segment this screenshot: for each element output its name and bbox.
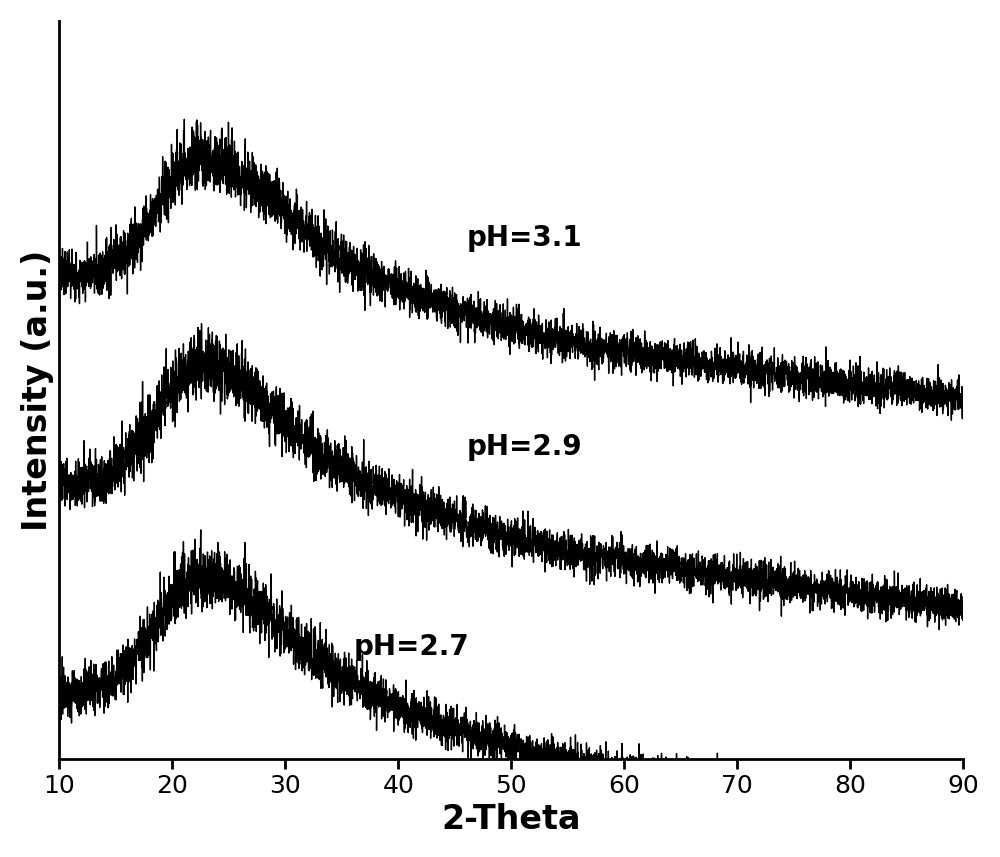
- Y-axis label: Intensity (a.u.): Intensity (a.u.): [21, 249, 54, 530]
- Text: pH=3.1: pH=3.1: [466, 224, 582, 251]
- X-axis label: 2-Theta: 2-Theta: [442, 803, 581, 836]
- Text: pH=2.9: pH=2.9: [466, 433, 582, 461]
- Text: pH=2.7: pH=2.7: [353, 632, 469, 661]
